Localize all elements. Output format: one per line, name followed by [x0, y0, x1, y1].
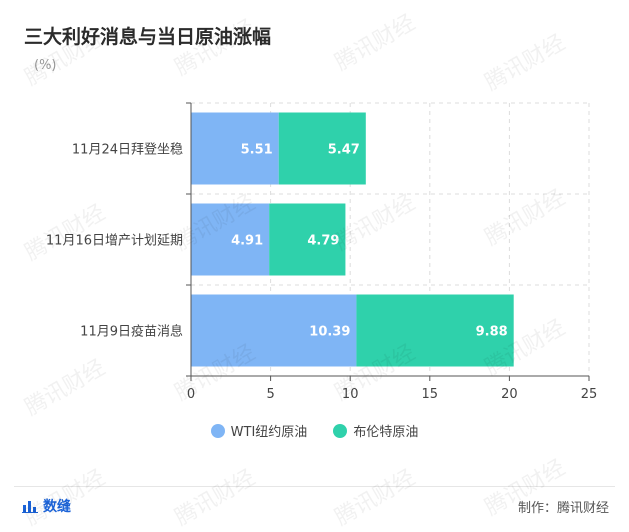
bar-brent	[356, 294, 514, 367]
labels: 5.51 5.47 11月24日拜登坐稳 4.91 4.79 11月16日增产计划延期 10…	[46, 142, 597, 403]
category-label: 11月16日增产计划延期	[46, 234, 183, 249]
bar-chart: 5.51 5.47 11月24日拜登坐稳 4.91 4.79 11月16日增产计划延期 10…	[46, 102, 597, 403]
watermark: 腾讯财经	[330, 465, 420, 531]
credit-label: 制作：腾讯财经	[517, 501, 609, 516]
legend-item-wti[interactable]: WTI纽约原油	[210, 421, 308, 440]
data-label: 4.91	[231, 234, 263, 249]
data-label: 9.88	[476, 325, 508, 340]
bars	[191, 112, 514, 367]
brand-logo: 数缝	[22, 496, 71, 516]
legend-item-brent[interactable]: 布伦特原油	[333, 421, 418, 440]
chart-title: 三大利好消息与当日原油涨幅	[24, 26, 272, 48]
bar-brent	[278, 112, 366, 185]
watermark: 腾讯财经	[170, 465, 260, 531]
bar-brent	[269, 203, 346, 276]
bar-wti	[191, 112, 279, 185]
unit-label: (%)	[34, 58, 57, 73]
legend-dot-brent	[333, 423, 348, 438]
category-label: 11月24日拜登坐稳	[72, 142, 183, 158]
x-tick-label: 25	[581, 387, 598, 402]
x-tick-label: 0	[187, 387, 195, 402]
category-label: 11月9日疫苗消息	[80, 324, 183, 340]
x-tick-label: 15	[422, 387, 439, 402]
axes	[186, 102, 590, 381]
legend-label-wti: WTI纽约原油	[230, 425, 308, 440]
data-label: 5.47	[328, 143, 360, 158]
data-label: 4.79	[307, 234, 339, 249]
legend-dot-wti	[210, 423, 225, 438]
x-tick-label: 20	[501, 387, 518, 402]
footer-divider	[14, 486, 615, 487]
bar-wti	[191, 294, 357, 367]
bar-wti	[191, 203, 270, 276]
x-tick-label: 5	[266, 387, 274, 402]
legend: WTI纽约原油 布伦特原油	[0, 421, 629, 440]
bar-chart-icon	[22, 501, 38, 513]
data-label: 5.51	[241, 143, 273, 158]
x-tick-label: 10	[342, 387, 359, 402]
data-label: 10.39	[309, 325, 350, 340]
brand-label: 数缝	[43, 499, 71, 515]
legend-label-brent: 布伦特原油	[353, 425, 419, 440]
